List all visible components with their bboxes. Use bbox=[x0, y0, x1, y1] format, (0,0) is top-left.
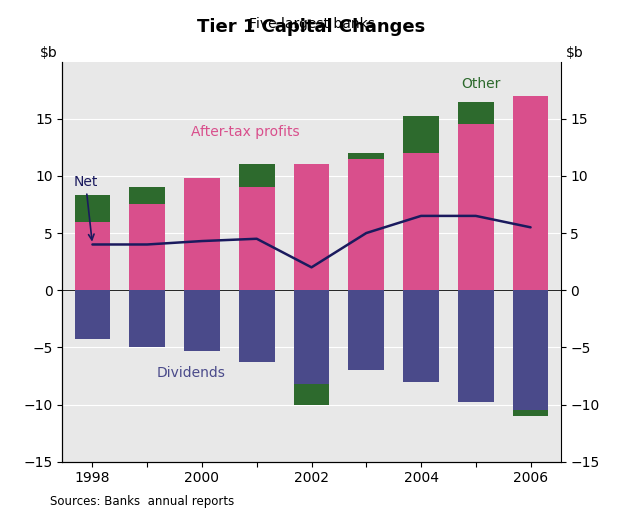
Text: Dividends: Dividends bbox=[156, 366, 226, 380]
Bar bbox=[239, 290, 275, 362]
Bar bbox=[75, 195, 110, 222]
Title: Five largest banks: Five largest banks bbox=[249, 17, 374, 31]
Bar bbox=[184, 178, 220, 290]
Text: Other: Other bbox=[462, 77, 501, 91]
Bar bbox=[239, 165, 275, 187]
Bar bbox=[293, 384, 330, 405]
Bar bbox=[75, 222, 110, 290]
Text: Sources: Banks  annual reports: Sources: Banks annual reports bbox=[50, 495, 234, 508]
Bar bbox=[513, 410, 548, 416]
Bar bbox=[348, 290, 384, 370]
Text: $b: $b bbox=[40, 46, 57, 60]
Text: Net: Net bbox=[74, 174, 98, 240]
Bar bbox=[239, 187, 275, 290]
Bar bbox=[513, 290, 548, 410]
Bar bbox=[293, 290, 330, 384]
Bar bbox=[293, 165, 330, 290]
Bar bbox=[75, 290, 110, 340]
Text: Tier 1 Capital Changes: Tier 1 Capital Changes bbox=[197, 18, 426, 36]
Bar bbox=[458, 290, 493, 402]
Bar bbox=[403, 153, 439, 290]
Bar bbox=[130, 187, 165, 205]
Bar bbox=[458, 125, 493, 290]
Bar bbox=[348, 153, 384, 159]
Bar bbox=[403, 116, 439, 153]
Bar bbox=[130, 290, 165, 347]
Text: After-tax profits: After-tax profits bbox=[191, 125, 300, 140]
Bar bbox=[184, 290, 220, 351]
Bar bbox=[348, 159, 384, 290]
Bar bbox=[130, 205, 165, 290]
Bar bbox=[403, 290, 439, 382]
Bar bbox=[458, 102, 493, 125]
Text: $b: $b bbox=[566, 46, 583, 60]
Bar bbox=[513, 96, 548, 290]
